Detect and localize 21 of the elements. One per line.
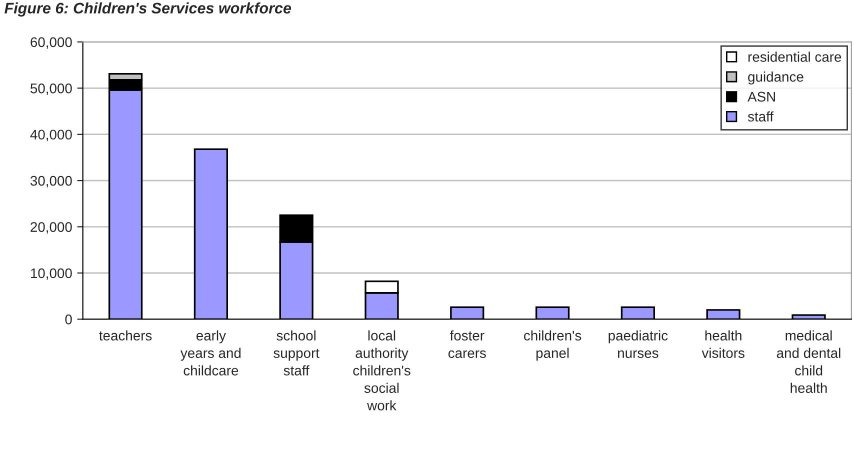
legend-label: residential care [748, 52, 842, 62]
x-tick-label: medical and dental child health [776, 330, 840, 393]
y-tick-label: 30,000 [30, 176, 72, 188]
legend-label: guidance [748, 72, 804, 84]
x-tick-label: early years and childcare [180, 330, 241, 376]
x-tick-label: local authority children's social work [353, 330, 410, 410]
y-tick-label: 20,000 [30, 222, 72, 234]
x-tick-label: school support staff [274, 330, 320, 376]
y-tick-label: 0 [65, 314, 72, 324]
x-tick-label: paediatric nurses [608, 330, 668, 358]
y-tick-label: 40,000 [30, 130, 72, 142]
y-tick-label: 10,000 [31, 268, 72, 280]
x-tick-label: children's panel [524, 330, 582, 361]
y-tick-label: 50,000 [30, 83, 72, 95]
x-tick-label: health visitors [702, 330, 744, 358]
legend-label: ASN [748, 92, 775, 102]
chart-title: Figure 6: Children's Services workforce [4, 2, 292, 17]
y-tick-label: 60,000 [30, 37, 72, 49]
legend-label: staff [748, 111, 774, 122]
x-tick-label: foster carers [448, 330, 486, 358]
x-tick-label: teachers [99, 330, 152, 341]
